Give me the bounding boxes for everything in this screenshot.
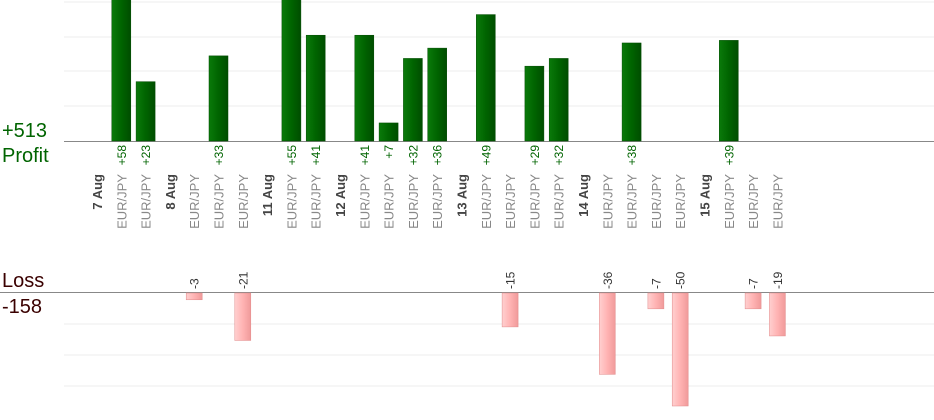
loss-bar bbox=[234, 292, 252, 341]
date-label: 7 Aug bbox=[90, 174, 105, 210]
date-label: 15 Aug bbox=[698, 174, 713, 217]
instrument-label: EUR/JPY bbox=[673, 174, 688, 229]
instrument-label: EUR/JPY bbox=[382, 174, 397, 229]
profit-bar bbox=[548, 58, 569, 142]
profit-bar bbox=[403, 58, 423, 142]
profit-value-label: +23 bbox=[139, 145, 153, 166]
profit-value-label: +29 bbox=[528, 145, 542, 166]
profit-total: +513 bbox=[2, 120, 48, 142]
profit-bar bbox=[135, 81, 156, 142]
profit-bar bbox=[427, 47, 447, 142]
loss-bar bbox=[501, 292, 519, 328]
date-label: 13 Aug bbox=[455, 174, 470, 217]
profit-value-label: +49 bbox=[479, 145, 493, 166]
loss-value-label: -7 bbox=[649, 278, 663, 289]
date-label: 8 Aug bbox=[163, 174, 178, 210]
loss-bar bbox=[744, 292, 762, 310]
profit-bar bbox=[621, 42, 642, 142]
loss-label: Loss bbox=[2, 270, 45, 292]
date-label: 11 Aug bbox=[260, 174, 275, 216]
profit-bar bbox=[111, 0, 132, 142]
loss-value-label: -15 bbox=[504, 271, 518, 289]
loss-bar bbox=[769, 292, 786, 337]
instrument-label: EUR/JPY bbox=[600, 174, 615, 229]
profit-bar bbox=[281, 0, 302, 142]
instrument-label: EUR/JPY bbox=[357, 174, 372, 229]
date-label: 14 Aug bbox=[576, 174, 591, 217]
profit-value-label: +41 bbox=[309, 145, 323, 166]
profit-value-label: +7 bbox=[382, 145, 396, 159]
loss-bar bbox=[185, 292, 203, 301]
loss-bar bbox=[599, 292, 616, 375]
loss-bar bbox=[671, 292, 689, 407]
instrument-label: EUR/JPY bbox=[187, 174, 202, 229]
instrument-label: EUR/JPY bbox=[139, 174, 154, 229]
instrument-label: EUR/JPY bbox=[284, 174, 299, 229]
profit-bar bbox=[719, 40, 739, 142]
instrument-label: EUR/JPY bbox=[114, 174, 129, 229]
profit-value-label: +41 bbox=[358, 145, 372, 166]
instrument-label: EUR/JPY bbox=[625, 174, 640, 229]
profit-value-label: +33 bbox=[212, 145, 226, 166]
instrument-label: EUR/JPY bbox=[406, 174, 421, 229]
bars bbox=[111, 0, 786, 407]
profit-bar bbox=[378, 122, 399, 142]
instrument-label: EUR/JPY bbox=[527, 174, 542, 229]
loss-value-label: -19 bbox=[771, 271, 785, 289]
loss-value-label: -21 bbox=[236, 271, 250, 289]
instrument-label: EUR/JPY bbox=[479, 174, 494, 229]
profit-value-label: +39 bbox=[722, 145, 736, 166]
loss-value-label: -36 bbox=[601, 271, 615, 289]
instrument-label: EUR/JPY bbox=[746, 174, 761, 229]
instrument-label: EUR/JPY bbox=[309, 174, 324, 229]
instrument-label: EUR/JPY bbox=[649, 174, 664, 229]
instrument-label: EUR/JPY bbox=[770, 174, 785, 229]
profit-bar bbox=[305, 34, 326, 142]
loss-value-label: -50 bbox=[674, 271, 688, 289]
profit-bar bbox=[524, 65, 545, 142]
profit-value-label: +36 bbox=[431, 145, 445, 166]
instrument-label: EUR/JPY bbox=[236, 174, 251, 229]
loss-value-label: -3 bbox=[188, 278, 202, 289]
profit-value-label: +55 bbox=[285, 145, 299, 166]
loss-bar bbox=[647, 292, 665, 310]
instrument-label: EUR/JPY bbox=[503, 174, 518, 229]
profit-value-label: +32 bbox=[406, 145, 420, 166]
profit-bar bbox=[476, 14, 496, 142]
labels: 7 Aug EUR/JPY +58 EUR/JPY +23 8 Aug EUR/JPY -3 E… bbox=[90, 145, 785, 289]
instrument-label: EUR/JPY bbox=[722, 174, 737, 229]
profit-value-label: +32 bbox=[552, 145, 566, 166]
instrument-label: EUR/JPY bbox=[552, 174, 567, 229]
instrument-label: EUR/JPY bbox=[212, 174, 227, 229]
profit-bar bbox=[354, 34, 375, 142]
profit-bar bbox=[208, 55, 229, 142]
loss-total: -158 bbox=[2, 296, 43, 318]
date-label: 12 Aug bbox=[333, 174, 348, 217]
loss-value-label: -7 bbox=[747, 278, 761, 289]
profit-value-label: +58 bbox=[115, 145, 129, 166]
profit-label: Profit bbox=[2, 145, 49, 167]
instrument-label: EUR/JPY bbox=[430, 174, 445, 229]
profit-value-label: +38 bbox=[625, 145, 639, 166]
